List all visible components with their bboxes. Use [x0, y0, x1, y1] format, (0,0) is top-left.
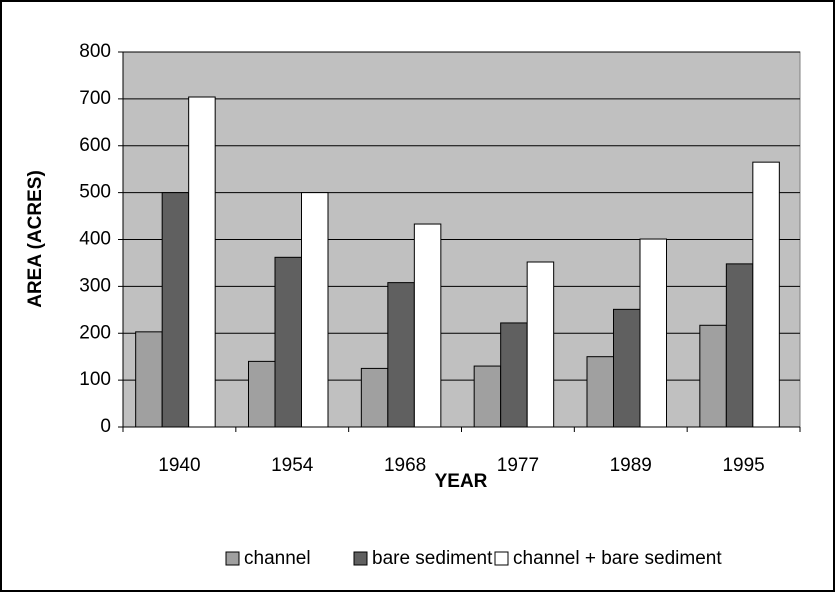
x-tick-label: 1954 [271, 455, 314, 476]
y-tick-label: 500 [79, 182, 111, 203]
bar [473, 365, 502, 428]
x-tick-label: 1968 [384, 455, 426, 476]
y-tick-label: 200 [79, 322, 111, 343]
legend-label: channel [244, 548, 311, 569]
bar [586, 356, 614, 428]
legend-swatch [353, 551, 368, 566]
bar [161, 192, 190, 428]
legend-swatch [225, 551, 240, 566]
y-axis-title: AREA (ACRES) [25, 170, 46, 308]
y-tick-label: 400 [79, 229, 111, 250]
x-tick-label: 1989 [610, 455, 652, 476]
bar [526, 261, 555, 428]
bar [613, 308, 641, 428]
bar [699, 324, 727, 428]
y-tick-label: 800 [79, 41, 111, 62]
bar [413, 223, 442, 428]
y-tick-label: 600 [79, 135, 111, 156]
bar [639, 238, 667, 428]
bar [188, 96, 216, 428]
legend-swatch [494, 551, 509, 566]
bar [274, 256, 302, 428]
bar [360, 367, 389, 428]
bar [500, 322, 528, 428]
x-tick-label: 1940 [158, 455, 200, 476]
bar [135, 331, 163, 428]
legend-label: channel + bare sediment [513, 548, 722, 569]
bar [387, 282, 415, 428]
y-tick-label: 700 [79, 88, 111, 109]
legend-label: bare sediment [372, 548, 493, 569]
bar [725, 263, 754, 428]
x-tick-label: 1977 [497, 455, 539, 476]
bar [248, 360, 276, 428]
bar [752, 161, 780, 428]
x-axis-title: YEAR [435, 471, 488, 492]
y-tick-label: 100 [79, 369, 111, 390]
bar [301, 192, 329, 428]
x-tick-label: 1995 [722, 455, 764, 476]
y-tick-label: 0 [100, 416, 111, 437]
y-tick-label: 300 [79, 275, 111, 296]
